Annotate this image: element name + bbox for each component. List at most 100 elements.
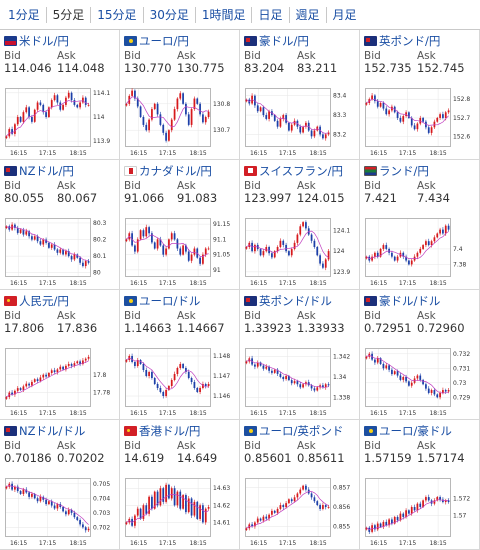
candle-body (322, 263, 324, 268)
ask-label: Ask (417, 50, 436, 62)
candle-body (153, 103, 156, 110)
candle-body (273, 510, 276, 513)
tab-7[interactable]: 月足 (325, 6, 363, 23)
ask-value: 0.72960 (417, 321, 465, 335)
candle-body (42, 104, 45, 113)
candle-body (87, 356, 90, 359)
bid-value: 1.33923 (244, 321, 292, 335)
price-chart[interactable]: 16:15 17:15 18:15 0.857 0.856 0.855 (243, 475, 356, 547)
candle-body (50, 100, 53, 108)
bid-value: 130.770 (124, 61, 172, 75)
candle-body (187, 498, 190, 513)
x-tick-label: 17:15 (159, 150, 176, 157)
price-chart[interactable]: 16:15 17:15 18:15 1.342 1.34 1.338 (243, 345, 356, 417)
chart-svg: 16:15 17:15 18:15 14.63 14.62 14.61 (125, 478, 230, 547)
ask-label: Ask (177, 50, 196, 62)
candle-body (165, 484, 167, 502)
pair-title-link[interactable]: ユーロ/英ポンド (244, 423, 343, 439)
pair-title-link[interactable]: NZドル/円 (4, 163, 74, 179)
candle-body (76, 254, 79, 258)
price-chart[interactable]: 16:15 17:15 18:15 0.705 0.704 0.703 0.702 (3, 475, 116, 547)
price-chart[interactable]: 16:15 17:15 18:15 1.148 1.147 1.146 (123, 345, 236, 417)
pair-title-link[interactable]: ユーロ/円 (124, 33, 189, 49)
candle-body (31, 493, 33, 497)
candle-body (207, 384, 210, 386)
pair-title-link[interactable]: 米ドル/円 (4, 33, 69, 49)
price-chart[interactable]: 16:15 17:15 18:15 1.572 1.57 (363, 475, 476, 547)
candle-body (310, 234, 313, 241)
pair-title-link[interactable]: 英ポンド/円 (364, 33, 440, 49)
pair-title-link[interactable]: ユーロ/豪ドル (364, 423, 452, 439)
candle-body (310, 493, 313, 498)
pair-title-link[interactable]: ユーロ/ドル (124, 293, 200, 309)
moving-average-line (6, 484, 89, 525)
price-chart[interactable]: 16:15 17:15 18:15 0.732 0.731 0.73 0.729 (363, 345, 476, 417)
candle-body (148, 227, 150, 234)
tab-5[interactable]: 日足 (251, 6, 288, 23)
candle-body (279, 373, 282, 377)
candle-body (402, 513, 405, 517)
tab-1[interactable]: 5分足 (45, 6, 91, 23)
tab-3[interactable]: 30分足 (142, 6, 195, 23)
ask-value: 1.57174 (417, 451, 465, 465)
pair-title-link[interactable]: NZドル/ドル (4, 423, 85, 439)
pair-panel: 米ドル/円 Bid Ask 114.046 114.048 16:15 17:15 18:15… (0, 30, 120, 160)
candle-body (136, 508, 139, 516)
candle-body (125, 522, 128, 525)
price-chart[interactable]: 16:15 17:15 18:15 83.4 83.3 83.2 (243, 85, 356, 157)
pair-title-link[interactable]: スイスフラン/円 (244, 163, 343, 179)
candle-body (19, 117, 22, 122)
pair-title-link[interactable]: 人民元/円 (4, 293, 69, 309)
candle-body (427, 241, 430, 246)
price-chart[interactable]: 16:15 17:15 18:15 14.63 14.62 14.61 (123, 475, 236, 547)
candle-body (5, 136, 8, 139)
flag-icon (4, 166, 17, 176)
candle-body (176, 368, 179, 374)
pair-title-link[interactable]: 香港ドル/円 (124, 423, 200, 439)
candle-body (53, 244, 56, 250)
pair-title-link[interactable]: 豪ドル/円 (244, 33, 309, 49)
pair-title-link[interactable]: カナダドル/円 (124, 163, 212, 179)
candle-body (190, 109, 193, 125)
candle-body (382, 363, 385, 369)
price-chart[interactable]: 16:15 17:15 18:15 114.1 114 113.9 (3, 85, 116, 157)
candle-body (433, 500, 436, 504)
candle-body (25, 489, 28, 493)
chart-svg: 16:15 17:15 18:15 0.705 0.704 0.703 0.702 (5, 478, 110, 547)
ask-value: 80.067 (57, 191, 98, 205)
candle-body (11, 392, 13, 395)
candle-body (376, 101, 379, 107)
candle-body (439, 114, 441, 118)
candle-body (319, 255, 321, 264)
candle-body (327, 132, 330, 135)
pair-title-link[interactable]: 豪ドル/ドル (364, 293, 440, 309)
candle-body (207, 507, 210, 509)
candle-body (33, 236, 36, 240)
moving-average-line (126, 357, 209, 390)
price-chart[interactable]: 16:15 17:15 18:15 130.8 130.7 (123, 85, 236, 157)
candle-body (419, 375, 422, 380)
candle-body (76, 361, 79, 364)
candle-body (302, 384, 304, 388)
tab-4[interactable]: 1時間足 (194, 6, 252, 23)
tab-6[interactable]: 週足 (288, 6, 326, 23)
pair-title-link[interactable]: ランド/円 (364, 163, 429, 179)
price-chart[interactable]: 16:15 17:15 18:15 80.3 80.2 80.1 80 (3, 215, 116, 287)
price-chart[interactable]: 16:15 17:15 18:15 7.4 7.38 (363, 215, 476, 287)
price-chart[interactable]: 16:15 17:15 18:15 152.8 152.7 152.6 (363, 85, 476, 157)
price-chart[interactable]: 16:15 17:15 18:15 91.15 91.1 91.05 91 (123, 215, 236, 287)
price-chart[interactable]: 16:15 17:15 18:15 124.1 124 123.9 (243, 215, 356, 287)
y-tick-label: 7.38 (453, 261, 467, 268)
price-chart[interactable]: 16:15 17:15 18:15 17.8 17.78 (3, 345, 116, 417)
x-tick-label: 16:15 (370, 150, 387, 157)
candle-body (16, 117, 19, 125)
bid-label: Bid (244, 180, 261, 192)
candle-body (45, 374, 47, 377)
tab-0[interactable]: 1分足 (8, 7, 40, 22)
candle-body (276, 120, 279, 127)
pair-title-link[interactable]: 英ポンド/ドル (244, 293, 332, 309)
candle-body (199, 257, 201, 264)
candle-body (22, 229, 25, 235)
tab-2[interactable]: 15分足 (90, 6, 142, 23)
flag-icon (4, 296, 17, 306)
